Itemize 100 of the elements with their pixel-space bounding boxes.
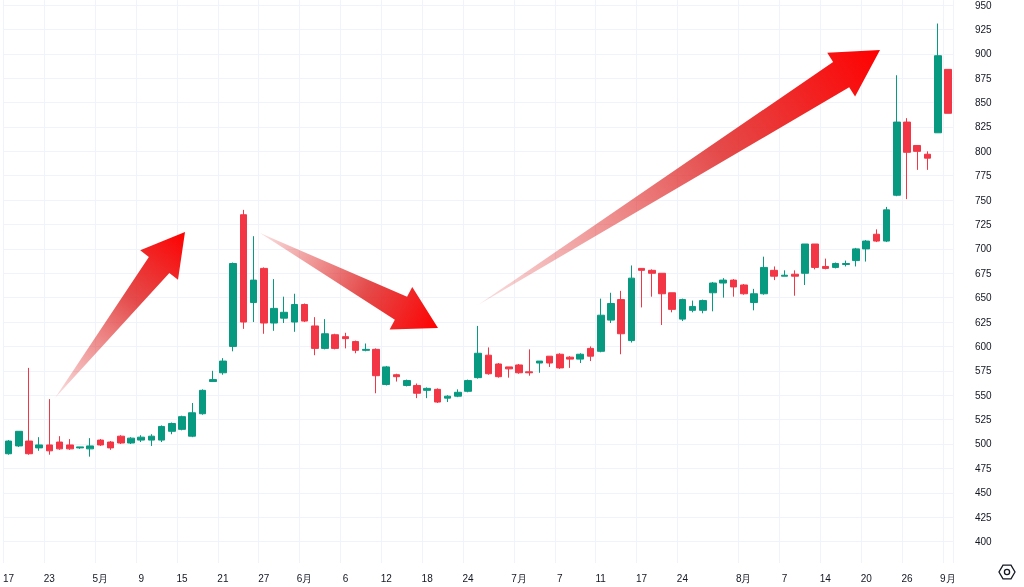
candlestick xyxy=(158,424,165,443)
y-tick-label: 850 xyxy=(975,97,993,109)
candlestick xyxy=(822,258,829,270)
x-tick-label: 8月 xyxy=(735,572,752,584)
candlestick xyxy=(658,272,666,326)
x-tick-label: 18 xyxy=(421,572,434,584)
y-tick-label: 950 xyxy=(975,0,993,11)
y-tick-label: 900 xyxy=(975,48,993,60)
candlestick xyxy=(454,388,462,398)
candlestick xyxy=(699,299,707,314)
y-tick-label: 875 xyxy=(975,72,993,84)
candlestick xyxy=(474,325,482,380)
candlestick xyxy=(873,228,880,243)
candlestick xyxy=(291,293,298,333)
candlestick xyxy=(5,439,12,456)
candlestick xyxy=(617,290,625,355)
candlestick xyxy=(250,235,257,323)
candlestick xyxy=(719,277,727,299)
candlestick xyxy=(556,352,564,370)
candlestick xyxy=(679,298,686,322)
candlestick xyxy=(791,269,799,297)
candlestick xyxy=(372,347,380,394)
candlestick xyxy=(352,340,359,354)
candlestick xyxy=(127,436,135,445)
x-tick-label: 20 xyxy=(860,572,873,584)
candlestick xyxy=(566,355,574,369)
x-tick-label: 23 xyxy=(43,572,56,584)
x-tick-label: 17 xyxy=(636,572,648,584)
candlestick xyxy=(546,355,553,368)
candlestick xyxy=(117,434,125,445)
y-tick-label: 500 xyxy=(975,438,993,450)
candlestick xyxy=(240,209,247,330)
candlestick xyxy=(536,360,543,374)
y-tick-label: 625 xyxy=(975,316,993,328)
candlestick xyxy=(382,365,390,386)
candlestick xyxy=(168,422,176,435)
candlestick xyxy=(842,260,850,267)
candlestick xyxy=(801,243,809,286)
y-tick-label: 750 xyxy=(975,194,993,206)
candlestick xyxy=(485,346,492,376)
candlestick xyxy=(464,379,472,393)
x-tick-label: 15 xyxy=(176,572,189,584)
candlestick xyxy=(883,206,890,243)
candlestick xyxy=(107,440,114,451)
x-tick-label: 6 xyxy=(342,572,349,584)
candlestick xyxy=(587,345,594,362)
x-tick-label: 7月 xyxy=(511,572,527,584)
candlestick xyxy=(944,68,952,114)
candlestick xyxy=(311,316,319,356)
candlestick xyxy=(852,247,860,267)
y-tick-label: 675 xyxy=(975,267,993,279)
x-tick-label: 24 xyxy=(676,572,689,584)
candlestick xyxy=(862,239,870,263)
x-tick-label: 21 xyxy=(217,572,229,584)
candlestick xyxy=(740,283,748,296)
candlestick xyxy=(893,74,901,197)
candlestick xyxy=(597,298,605,353)
x-tick-label: 26 xyxy=(901,572,914,584)
candlestick xyxy=(638,267,645,308)
candlestick xyxy=(770,265,778,281)
candlestick xyxy=(76,446,84,450)
candlestick xyxy=(781,269,788,277)
x-tick-label: 24 xyxy=(462,572,474,584)
x-tick-label: 11 xyxy=(595,572,607,584)
candlestick xyxy=(199,388,206,416)
candlestick xyxy=(25,367,33,456)
candlestick xyxy=(260,266,268,335)
candlestick xyxy=(46,398,53,456)
candlestick xyxy=(362,343,370,352)
candlestick xyxy=(15,430,23,448)
candlestick xyxy=(505,366,513,379)
candlestick xyxy=(689,300,696,313)
y-tick-label: 800 xyxy=(975,145,993,157)
y-tick-label: 400 xyxy=(975,536,993,548)
candlestick xyxy=(219,357,227,376)
candlestick xyxy=(270,278,278,332)
candlestick xyxy=(668,292,676,313)
y-tick-label: 450 xyxy=(975,487,993,499)
y-tick-label: 725 xyxy=(975,218,993,230)
y-tick-label: 825 xyxy=(975,121,993,133)
candlestick xyxy=(495,362,502,379)
candlestick xyxy=(413,383,421,399)
x-tick-label: 27 xyxy=(258,572,270,584)
candlestick xyxy=(444,394,451,403)
candlestick xyxy=(393,373,400,383)
candlestick xyxy=(35,436,43,452)
y-tick-label: 550 xyxy=(975,389,993,401)
candlestick xyxy=(280,296,288,324)
x-tick-label: 9 xyxy=(138,572,145,584)
candlestick xyxy=(576,352,584,364)
candlestick xyxy=(832,262,839,269)
y-tick-label: 925 xyxy=(975,23,993,35)
candlestick xyxy=(913,144,921,171)
x-tick-label: 7 xyxy=(781,572,788,584)
candlestick xyxy=(342,332,349,349)
x-tick-label: 12 xyxy=(380,572,393,584)
x-tick-label: 9月 xyxy=(940,572,956,584)
candlestick xyxy=(97,438,104,447)
candlestick xyxy=(434,387,441,404)
y-tick-label: 475 xyxy=(975,462,993,474)
